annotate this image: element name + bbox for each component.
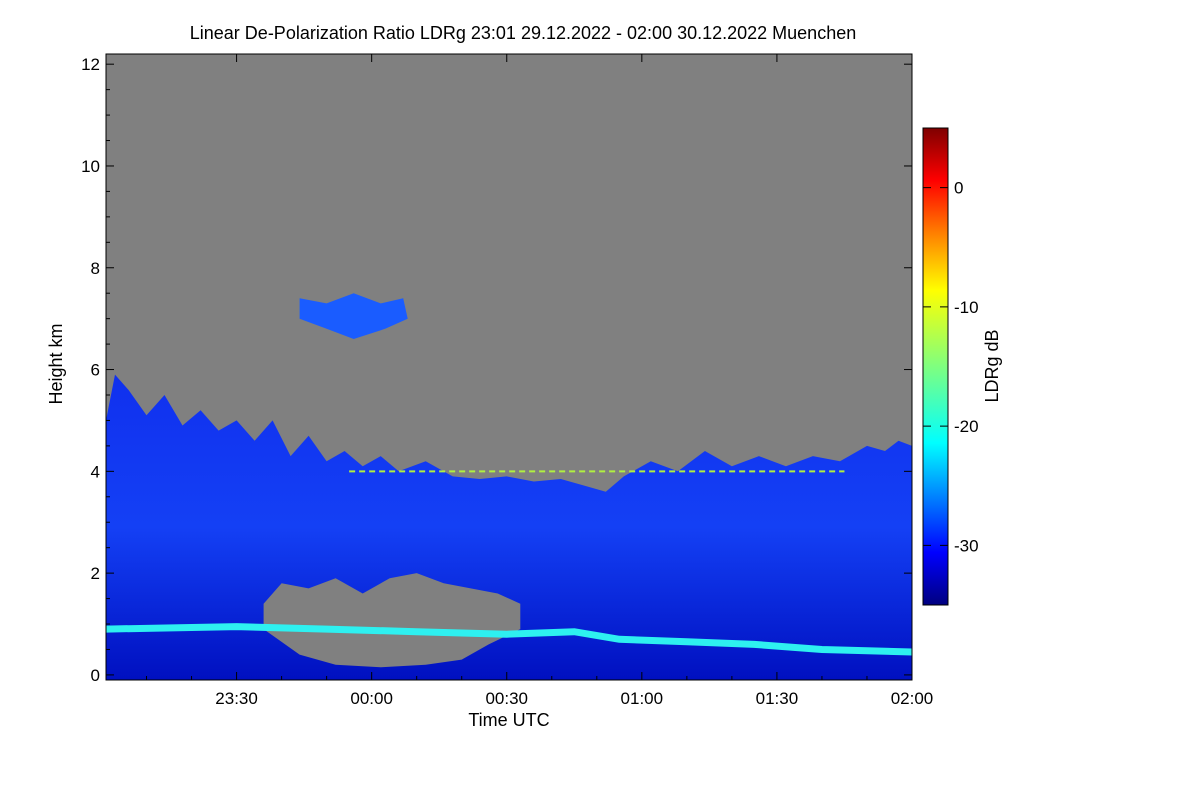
colorbar-tick-label-0: 0: [954, 179, 963, 198]
y-tick-label-3: 6: [91, 361, 100, 380]
plot-area: [106, 54, 912, 680]
colorbar-ticks: 0 -10 -20 -30: [923, 179, 979, 555]
x-tick-label-1: 00:00: [350, 689, 393, 708]
boundary-layer-band: [106, 623, 912, 656]
y-tick-label-4: 8: [91, 259, 100, 278]
y-tick-label-5: 10: [81, 157, 100, 176]
y-axis-label: Height km: [46, 323, 66, 404]
plot-frame: [105, 53, 913, 681]
low-level-gap: [263, 573, 521, 668]
mid-level-cirrus: [299, 293, 408, 339]
x-tick-label-4: 01:30: [756, 689, 799, 708]
colorbar-tick-label-1: -10: [954, 298, 979, 317]
colorbar-tick-label-3: -30: [954, 536, 979, 555]
colorbar-tick-label-2: -20: [954, 417, 979, 436]
chart-title: Linear De-Polarization Ratio LDRg 23:01 …: [190, 23, 856, 43]
y-tick-label-6: 12: [81, 55, 100, 74]
x-axis-label: Time UTC: [468, 710, 549, 730]
colorbar: [922, 127, 949, 606]
x-tick-label-0: 23:30: [215, 689, 258, 708]
y-tick-label-2: 4: [91, 462, 100, 481]
x-tick-label-2: 00:30: [485, 689, 528, 708]
y-tick-label-0: 0: [91, 666, 100, 685]
x-tick-label-5: 02:00: [891, 689, 934, 708]
x-axis: 23:30 00:00 00:30 01:00 01:30 02:00: [146, 54, 934, 708]
x-tick-label-3: 01:00: [621, 689, 664, 708]
y-tick-label-1: 2: [91, 564, 100, 583]
colorbar-label: LDRg dB: [982, 329, 1002, 402]
y-axis: 0 2 4 6 8 10 12: [81, 55, 912, 685]
